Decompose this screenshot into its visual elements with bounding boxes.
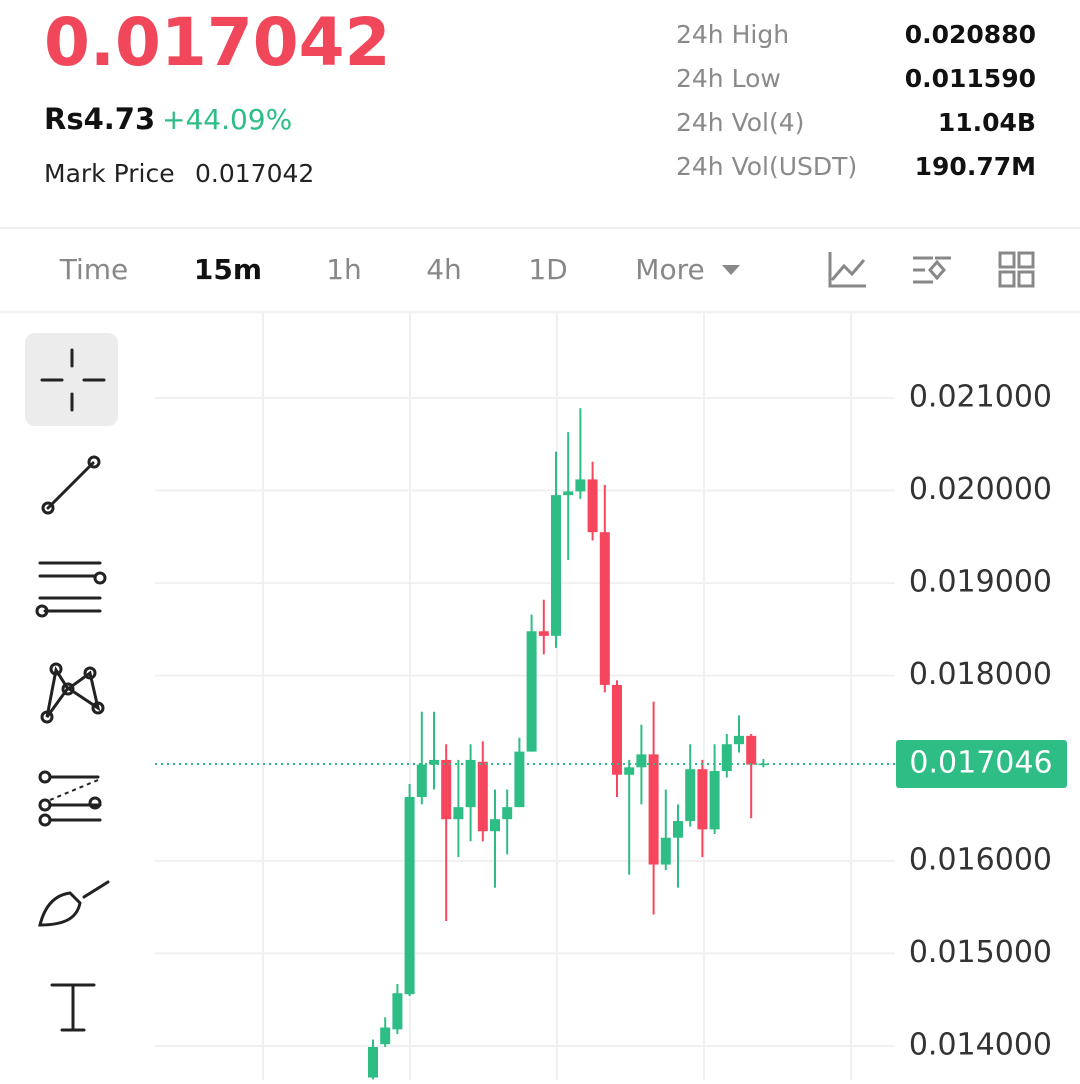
y-tick-label: 0.019000 bbox=[909, 565, 1052, 600]
interval-tab[interactable]: 1h bbox=[326, 253, 362, 286]
candle-body bbox=[392, 993, 403, 1030]
stat-label: 24h Vol(USDT) bbox=[676, 152, 857, 181]
candle-body bbox=[587, 479, 598, 533]
chart: 0.014000 0.015000 0.016000 0.018000 0.019000… bbox=[155, 312, 1067, 1080]
candle-body bbox=[441, 759, 452, 820]
candle-body bbox=[734, 735, 744, 745]
candle-body bbox=[429, 759, 439, 765]
candle-body bbox=[721, 744, 732, 772]
y-tick-label: 0.020000 bbox=[909, 472, 1052, 507]
candle-body bbox=[758, 763, 769, 766]
candle-body bbox=[538, 631, 549, 636]
candle-body bbox=[416, 764, 427, 797]
candle-body bbox=[380, 1027, 391, 1045]
interval-tab[interactable]: More bbox=[635, 253, 704, 286]
interval-tab[interactable]: 15m bbox=[194, 253, 262, 286]
candle-body bbox=[624, 767, 635, 775]
y-tick-label: 0.021000 bbox=[909, 379, 1052, 414]
candle-body bbox=[404, 796, 415, 995]
interval-tab[interactable]: 1D bbox=[528, 253, 567, 286]
candle-body bbox=[612, 684, 622, 775]
candle-body bbox=[563, 491, 574, 496]
crosshair-tool[interactable] bbox=[25, 333, 118, 426]
y-tick-label: 0.018000 bbox=[909, 657, 1052, 692]
candle-body bbox=[685, 769, 696, 822]
stat-value: 11.04B bbox=[938, 108, 1036, 137]
chart-tools[interactable] bbox=[828, 251, 1035, 288]
candle-body bbox=[746, 735, 757, 765]
y-tick-label: 0.014000 bbox=[909, 1028, 1052, 1063]
last-price: 0.017042 bbox=[44, 4, 391, 81]
candle-body bbox=[660, 837, 671, 865]
candle-body bbox=[490, 819, 500, 832]
dropdown-arrow[interactable] bbox=[722, 265, 740, 275]
interval-tab[interactable]: 4h bbox=[426, 253, 462, 286]
stat-value: 0.020880 bbox=[905, 20, 1036, 49]
candle-body bbox=[465, 759, 476, 808]
candle-body bbox=[514, 751, 525, 808]
last-price-label: 0.017046 bbox=[909, 746, 1052, 781]
candle-body bbox=[709, 771, 720, 830]
stat-value: 0.011590 bbox=[905, 64, 1036, 93]
candle-body bbox=[502, 807, 513, 820]
last-price-box bbox=[896, 740, 1067, 789]
y-tick-label: 0.016000 bbox=[909, 842, 1052, 877]
mark-price-label: Mark Price bbox=[44, 159, 175, 188]
candle-body bbox=[551, 495, 561, 636]
candle-body bbox=[673, 821, 683, 838]
change: +44.09% bbox=[162, 103, 292, 136]
stat-label: 24h High bbox=[676, 20, 789, 49]
y-tick-label: 0.015000 bbox=[909, 935, 1052, 970]
tabs: Time 15m 1h 4h 1D More bbox=[59, 253, 705, 286]
candle-body bbox=[599, 532, 610, 685]
stat-label: 24h Low bbox=[676, 64, 781, 93]
candle-body bbox=[477, 761, 488, 832]
candle-body bbox=[648, 754, 659, 865]
fiat-price: Rs4.73 bbox=[44, 102, 155, 136]
candle-body bbox=[636, 754, 647, 768]
candle-body bbox=[526, 631, 537, 752]
stats: 24h High 0.020880 24h Low 0.011590 24h Vol(4… bbox=[676, 20, 1036, 181]
drawing-toolbar[interactable] bbox=[25, 333, 118, 1032]
stat-value: 190.77M bbox=[915, 152, 1036, 181]
interval-tab[interactable]: Time bbox=[59, 253, 129, 286]
stat-label: 24h Vol(4) bbox=[676, 108, 804, 137]
candle-body bbox=[368, 1046, 378, 1078]
mark-price: 0.017042 bbox=[195, 159, 314, 188]
candle-body bbox=[575, 479, 586, 492]
candle-body bbox=[453, 807, 464, 820]
candle-body bbox=[697, 769, 708, 830]
